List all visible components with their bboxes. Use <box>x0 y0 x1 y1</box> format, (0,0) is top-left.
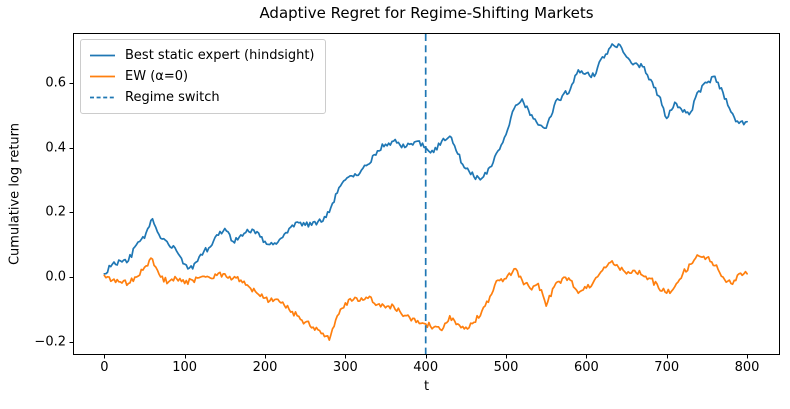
y-tick-label: 0.0 <box>45 269 66 285</box>
legend-item: Regime switch <box>89 87 315 108</box>
y-tick-label: 0.2 <box>45 204 66 220</box>
x-tick-label: 0 <box>100 360 109 375</box>
legend: Best static expert (hindsight) EW (α=0) … <box>80 39 326 114</box>
x-tick-label: 700 <box>654 360 680 375</box>
x-tick-label: 100 <box>172 360 198 375</box>
legend-swatch-dashed-line-icon <box>90 96 115 99</box>
y-tick-label: 0.6 <box>45 75 66 91</box>
x-tick-label: 200 <box>252 360 278 375</box>
legend-item-label: EW (α=0) <box>125 69 189 84</box>
legend-item: Best static expert (hindsight) <box>89 45 315 66</box>
y-tick-label: −0.2 <box>34 334 66 350</box>
legend-swatch-solid-line-icon <box>90 75 115 78</box>
legend-swatch-solid-line-icon <box>90 54 115 57</box>
x-tick-label: 800 <box>734 360 760 375</box>
legend-item-label: Regime switch <box>125 90 220 105</box>
x-axis-label: t <box>423 379 430 394</box>
x-tick-label: 500 <box>493 360 519 375</box>
legend-item-label: Best static expert (hindsight) <box>125 48 315 63</box>
x-tick-label: 600 <box>573 360 599 375</box>
x-tick-label: 300 <box>332 360 358 375</box>
x-tick-label: 400 <box>413 360 439 375</box>
chart-title: Adaptive Regret for Regime-Shifting Mark… <box>259 4 594 22</box>
y-tick-label: 0.4 <box>45 140 66 156</box>
legend-item: EW (α=0) <box>89 66 315 87</box>
series-line-1 <box>103 254 748 341</box>
